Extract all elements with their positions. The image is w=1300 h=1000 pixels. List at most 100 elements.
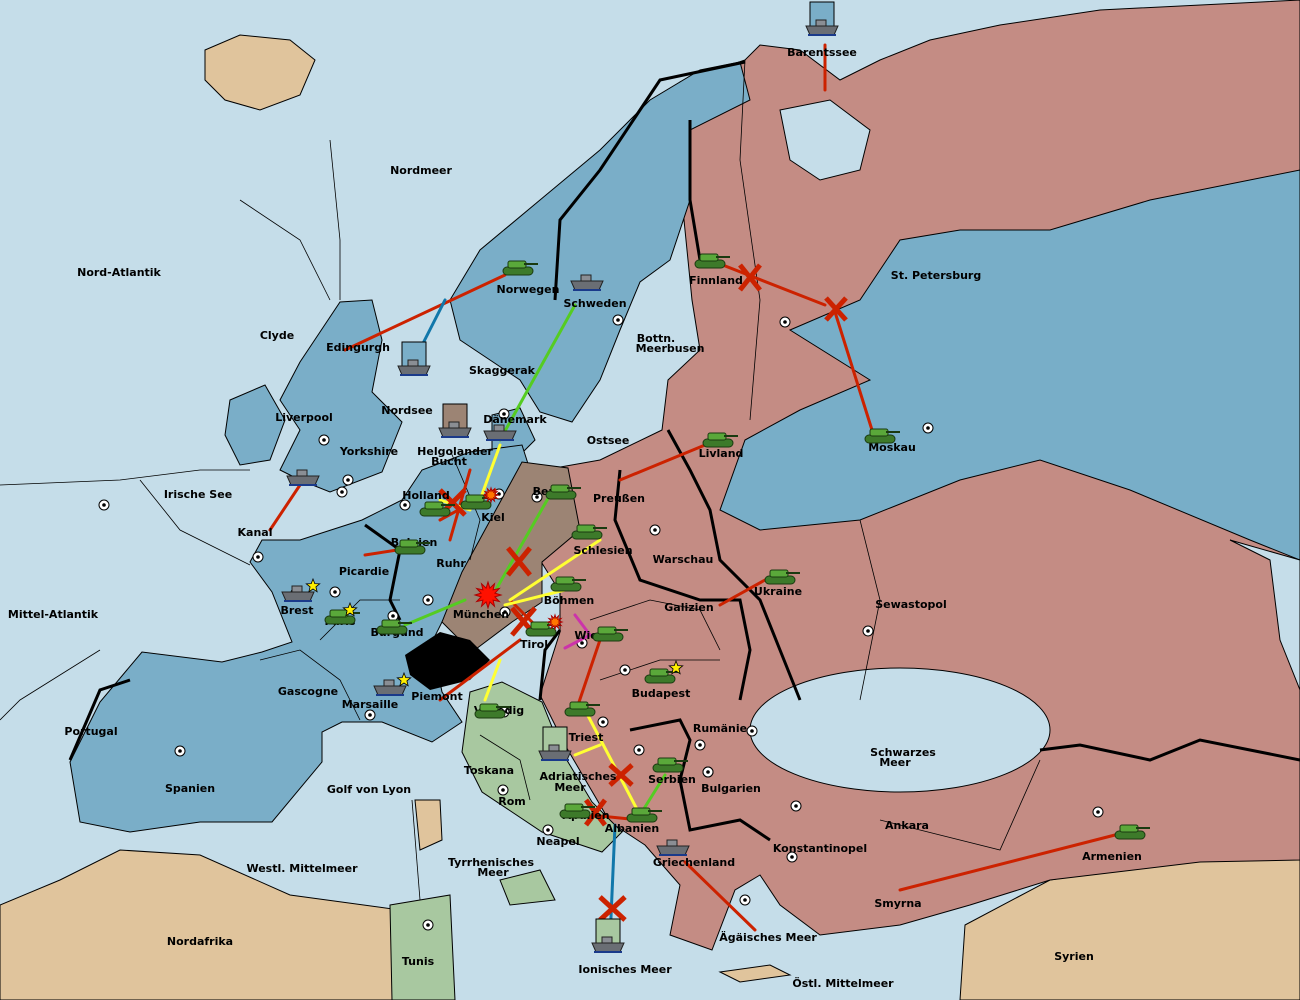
province-label[interactable]: Bulgarien	[701, 782, 761, 795]
province-label[interactable]: Clyde	[260, 329, 294, 342]
province-label[interactable]: Picardie	[339, 565, 389, 578]
province-label[interactable]: Neapel	[536, 835, 579, 848]
fleet-unit-ship-icon[interactable]	[805, 1, 839, 36]
fleet-unit-ship-icon[interactable]	[538, 726, 572, 761]
army-unit-tank-icon[interactable]	[419, 501, 455, 517]
province-label[interactable]: Ruhr	[436, 557, 466, 570]
province-label[interactable]: Finnland	[689, 274, 743, 287]
army-unit-tank-icon[interactable]	[502, 260, 538, 276]
province-label[interactable]: Griechenland	[653, 856, 735, 869]
province-label[interactable]: Ostsee	[587, 434, 630, 447]
fleet-unit-ship-icon[interactable]	[281, 585, 315, 602]
province-label[interactable]: Galizien	[664, 601, 713, 614]
province-label[interactable]: Kiel	[481, 511, 505, 524]
army-unit-tank-icon[interactable]	[550, 576, 586, 592]
province-label[interactable]: Ukraine	[754, 585, 802, 598]
province-label[interactable]: Westl. Mittelmeer	[246, 862, 358, 875]
province-label[interactable]: Golf von Lyon	[327, 783, 411, 796]
province-label[interactable]: Meer	[879, 756, 911, 769]
province-label[interactable]: Sewastopol	[875, 598, 947, 611]
province-label[interactable]: Barentssee	[787, 46, 857, 59]
province-label[interactable]: Bottn.	[637, 332, 675, 345]
province-label[interactable]: Meer	[554, 781, 586, 794]
province-label[interactable]: Nord-Atlantik	[77, 266, 161, 279]
army-unit-tank-icon[interactable]	[559, 803, 595, 819]
province-label[interactable]: Preußen	[593, 492, 645, 505]
army-unit-tank-icon[interactable]	[644, 668, 680, 684]
province-label[interactable]: Rumänie	[693, 722, 747, 735]
province-label[interactable]: Triest	[569, 731, 604, 744]
fleet-unit-ship-icon[interactable]	[483, 424, 517, 441]
army-unit-tank-icon[interactable]	[564, 701, 600, 717]
province-label[interactable]: Holland	[402, 489, 449, 502]
fleet-unit-ship-icon[interactable]	[656, 839, 690, 856]
fleet-unit-ship-icon[interactable]	[438, 403, 472, 438]
province-label[interactable]: Tyrrhenisches	[448, 856, 534, 869]
province-label[interactable]: Portugal	[64, 725, 117, 738]
province-label[interactable]: Bucht	[431, 455, 467, 468]
province-label[interactable]: Adriatisches	[540, 770, 617, 783]
province-label[interactable]: St. Petersburg	[891, 269, 981, 282]
province-label[interactable]: Kanal	[238, 526, 273, 539]
province-label[interactable]: Brest	[280, 604, 313, 617]
province-label[interactable]: Marsaille	[342, 698, 399, 711]
army-unit-tank-icon[interactable]	[652, 757, 688, 773]
province-label[interactable]: Helgolander	[417, 445, 493, 458]
province-label[interactable]: Meerbusen	[636, 342, 705, 355]
province-label[interactable]: Livland	[699, 447, 744, 460]
army-unit-tank-icon[interactable]	[1114, 824, 1150, 840]
province-label[interactable]: Schwarzes	[870, 746, 936, 759]
province-label[interactable]: Toskana	[464, 764, 514, 777]
province-label[interactable]: Dänemark	[483, 413, 547, 426]
province-label[interactable]: Böhmen	[544, 594, 595, 607]
fleet-unit-ship-icon[interactable]	[397, 341, 431, 376]
army-unit-tank-icon[interactable]	[764, 569, 800, 585]
province-label[interactable]: Ankara	[885, 819, 929, 832]
province-label[interactable]: Yorkshire	[339, 445, 398, 458]
province-label[interactable]: Syrien	[1054, 950, 1094, 963]
province-label[interactable]: Gascogne	[278, 685, 338, 698]
province-label[interactable]: Piemont	[411, 690, 462, 703]
province-label[interactable]: Nordmeer	[390, 164, 452, 177]
army-unit-tank-icon[interactable]	[545, 484, 581, 500]
army-unit-tank-icon[interactable]	[702, 432, 738, 448]
province-label[interactable]: Rom	[498, 795, 526, 808]
province-label[interactable]: Nordsee	[381, 404, 433, 417]
province-label[interactable]: Spanien	[165, 782, 215, 795]
province-label[interactable]: München	[453, 608, 509, 621]
army-unit-tank-icon[interactable]	[592, 626, 628, 642]
province-label[interactable]: Tirol	[520, 638, 548, 651]
province-label[interactable]: Konstantinopel	[773, 842, 867, 855]
province-label[interactable]: Edingurgh	[326, 341, 390, 354]
province-label[interactable]: Meer	[477, 866, 509, 879]
province-label[interactable]: Östl. Mittelmeer	[792, 976, 894, 990]
army-unit-tank-icon[interactable]	[694, 253, 730, 269]
province-label[interactable]: Serbien	[648, 773, 696, 786]
province-label[interactable]: Albanien	[605, 822, 659, 835]
army-unit-tank-icon[interactable]	[376, 619, 412, 635]
fleet-unit-ship-icon[interactable]	[570, 274, 604, 291]
province-label[interactable]: Norwegen	[497, 283, 560, 296]
army-unit-tank-icon[interactable]	[571, 524, 607, 540]
province-label[interactable]: Liverpool	[275, 411, 333, 424]
province-label[interactable]: Mittel-Atlantik	[8, 608, 99, 621]
province-label[interactable]: Schweden	[563, 297, 626, 310]
fleet-unit-ship-icon[interactable]	[591, 918, 625, 953]
army-unit-tank-icon[interactable]	[394, 539, 430, 555]
fleet-unit-ship-icon[interactable]	[373, 679, 407, 696]
province-label[interactable]: Smyrna	[874, 897, 921, 910]
province-label[interactable]: Skaggerak	[469, 364, 536, 377]
army-unit-tank-icon[interactable]	[474, 703, 510, 719]
army-unit-tank-icon[interactable]	[626, 807, 662, 823]
province-label[interactable]: Moskau	[868, 441, 916, 454]
province-label[interactable]: Nordafrika	[167, 935, 233, 948]
province-label[interactable]: Ägäisches Meer	[719, 930, 817, 944]
province-label[interactable]: Ionisches Meer	[578, 963, 672, 976]
province-label[interactable]: Irische See	[164, 488, 232, 501]
fleet-unit-ship-icon[interactable]	[286, 469, 320, 486]
province-label[interactable]: Armenien	[1082, 850, 1142, 863]
army-unit-tank-icon[interactable]	[864, 428, 900, 444]
province-label[interactable]: Budapest	[632, 687, 691, 700]
province-label[interactable]: Schlesien	[573, 544, 632, 557]
province-label[interactable]: Tunis	[402, 955, 435, 968]
